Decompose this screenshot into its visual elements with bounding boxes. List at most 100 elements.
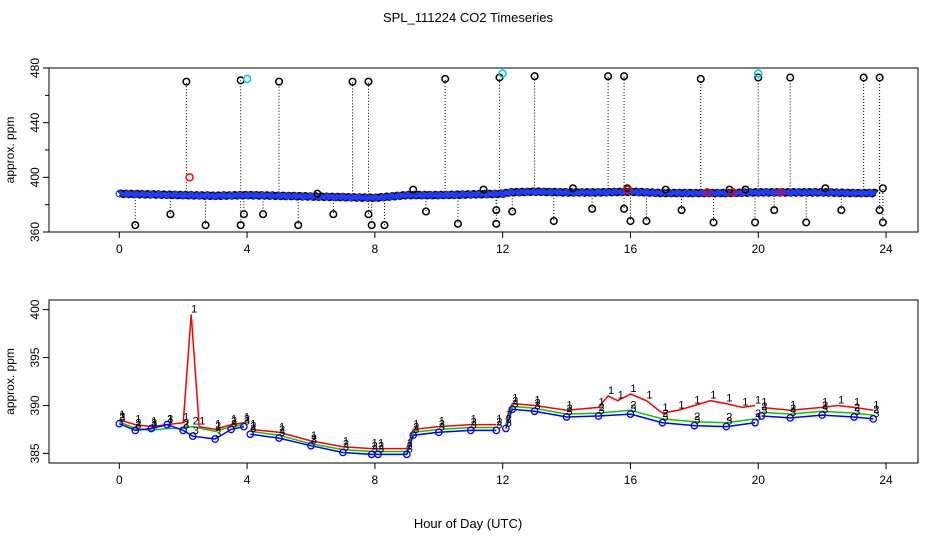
red-point xyxy=(728,188,737,197)
outlier-point xyxy=(620,204,629,213)
outlier-point xyxy=(380,221,389,230)
baseline-point xyxy=(403,191,411,199)
baseline-point xyxy=(331,193,339,201)
red-point xyxy=(776,188,785,197)
series-label-1: 1 xyxy=(372,438,378,450)
series-label-2: 2 xyxy=(231,416,237,428)
baseline-point xyxy=(642,188,651,197)
series-label-1: 1 xyxy=(854,396,860,408)
baseline-point xyxy=(267,191,275,200)
outlier-point xyxy=(441,74,450,83)
baseline-point xyxy=(283,192,291,200)
series-label-2: 2 xyxy=(119,411,125,423)
series-label-3: 3 xyxy=(761,405,767,417)
baseline-point xyxy=(227,191,235,200)
baseline-point xyxy=(794,188,802,197)
outlier-point xyxy=(626,217,635,226)
series-point-3 xyxy=(434,428,443,437)
series-label-2: 2 xyxy=(694,411,700,423)
series-point-3 xyxy=(147,424,156,433)
series-label-2: 2 xyxy=(215,420,221,432)
baseline-point xyxy=(203,191,211,200)
baseline-point xyxy=(387,192,395,201)
baseline-point xyxy=(179,191,187,199)
x-tick-label: 4 xyxy=(244,242,251,256)
outlier-point xyxy=(492,206,501,215)
x-tick-label: 24 xyxy=(879,242,893,256)
series-label-3: 3 xyxy=(694,415,700,427)
outlier-point xyxy=(313,189,322,198)
outlier-point xyxy=(239,210,248,219)
series-label-2: 2 xyxy=(662,408,668,420)
baseline-point xyxy=(834,188,842,197)
series-point-3 xyxy=(115,419,124,428)
series-label-2: 2 xyxy=(413,421,419,433)
series-line-1 xyxy=(119,314,874,450)
series-label-1: 1 xyxy=(873,399,879,411)
series-label-1: 1 xyxy=(761,396,767,408)
series-point-3 xyxy=(786,414,795,422)
baseline-point xyxy=(363,193,371,202)
outlier-point xyxy=(751,218,760,227)
baseline-point xyxy=(522,188,531,196)
baseline-point xyxy=(251,191,259,200)
baseline-point xyxy=(570,188,579,197)
series-label-3: 3 xyxy=(215,428,221,440)
series-point-3 xyxy=(869,415,878,423)
series-label-3: 3 xyxy=(726,416,732,428)
series-label-1: 1 xyxy=(199,416,205,428)
baseline-point xyxy=(211,191,219,200)
baseline-point xyxy=(299,192,307,201)
figure-title: SPL_111224 CO2 Timeseries xyxy=(383,10,554,25)
series-label-3: 3 xyxy=(135,419,141,431)
outlier-point xyxy=(453,219,462,228)
series-label-2: 2 xyxy=(244,414,250,426)
series-label-1: 1 xyxy=(215,418,221,430)
series-label-2: 2 xyxy=(193,416,199,428)
outlier-point xyxy=(166,210,175,219)
outlier-point xyxy=(859,73,868,82)
series-label-2: 2 xyxy=(183,417,189,429)
baseline-point xyxy=(458,190,467,199)
baseline-point xyxy=(498,189,507,198)
baseline-point xyxy=(578,188,587,197)
baseline-point xyxy=(339,193,347,201)
outlier-point xyxy=(508,207,517,216)
baseline-point xyxy=(714,189,723,197)
series-point-3 xyxy=(850,413,858,421)
baseline-point xyxy=(450,190,459,199)
baseline-point xyxy=(682,189,691,197)
series-label-2: 2 xyxy=(598,402,604,414)
series-label-3: 3 xyxy=(567,406,573,418)
baseline-point xyxy=(275,191,283,200)
series-label-1: 1 xyxy=(742,396,748,408)
x-tick-label: 16 xyxy=(624,242,638,256)
top-panel-scatter: 0 4 8 12 16 20 24 360 400 440 480 approx. ppm xyxy=(3,58,919,256)
series-label-1: 1 xyxy=(119,409,125,421)
x-tick-label: 4 xyxy=(244,473,251,487)
y-tick-label: 390 xyxy=(28,395,42,415)
outlier-point xyxy=(479,185,488,194)
series-label-3: 3 xyxy=(413,424,419,436)
outlier-point xyxy=(236,221,245,230)
outlier-point xyxy=(709,218,718,227)
baseline-point xyxy=(147,190,156,199)
outlier-point xyxy=(364,77,373,86)
series-point-3 xyxy=(307,441,315,450)
baseline-point xyxy=(634,188,643,196)
outlier-point xyxy=(364,210,373,219)
y-tick-label: 400 xyxy=(28,167,42,187)
series-label-3: 3 xyxy=(535,400,541,412)
outlier-point xyxy=(294,221,303,230)
outlier-point xyxy=(367,221,376,230)
y-tick-label: 395 xyxy=(28,347,42,367)
series-label-2: 2 xyxy=(343,439,349,451)
baseline-point xyxy=(139,190,148,199)
baseline-point xyxy=(530,187,539,196)
y-axis-label: approx. ppm xyxy=(3,348,17,415)
outlier-point xyxy=(259,210,268,219)
series-label-3: 3 xyxy=(193,425,199,437)
series-label-1: 1 xyxy=(710,390,716,402)
